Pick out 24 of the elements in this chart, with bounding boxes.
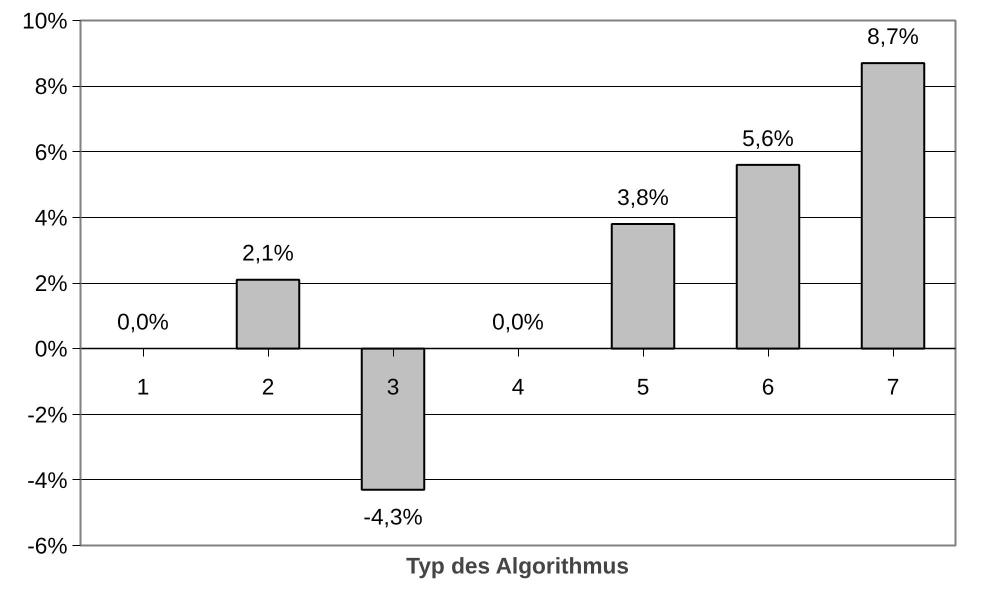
y-tick-label: 8% [34,73,68,100]
x-tick-label: 7 [886,374,900,400]
y-tick-label: -2% [27,401,68,428]
x-axis-title: Typ des Algorithmus [406,552,629,578]
y-tick-label: 2% [34,270,68,296]
data-label: 0,0% [117,308,169,335]
y-tick-label: 4% [34,204,68,230]
data-label: 0,0% [492,308,544,335]
data-label: 8,7% [867,23,919,50]
y-tick-label: -6% [27,532,68,558]
x-tick-label: 3 [386,374,400,400]
x-tick-label: 6 [762,374,774,400]
data-label: -4,3% [363,504,423,530]
data-label: 5,6% [742,124,794,151]
x-tick-label: 2 [262,374,274,400]
y-tick-label: 10% [22,8,68,34]
y-tick-label: 6% [34,138,68,165]
x-tick-label: 4 [512,374,524,400]
x-tick-label: 1 [136,374,150,400]
data-label: 3,8% [617,184,669,210]
x-tick-label: 5 [636,374,650,400]
data-label: 2,1% [242,240,294,266]
y-tick-label: -4% [27,466,68,493]
y-tick-label: 0% [34,336,68,362]
